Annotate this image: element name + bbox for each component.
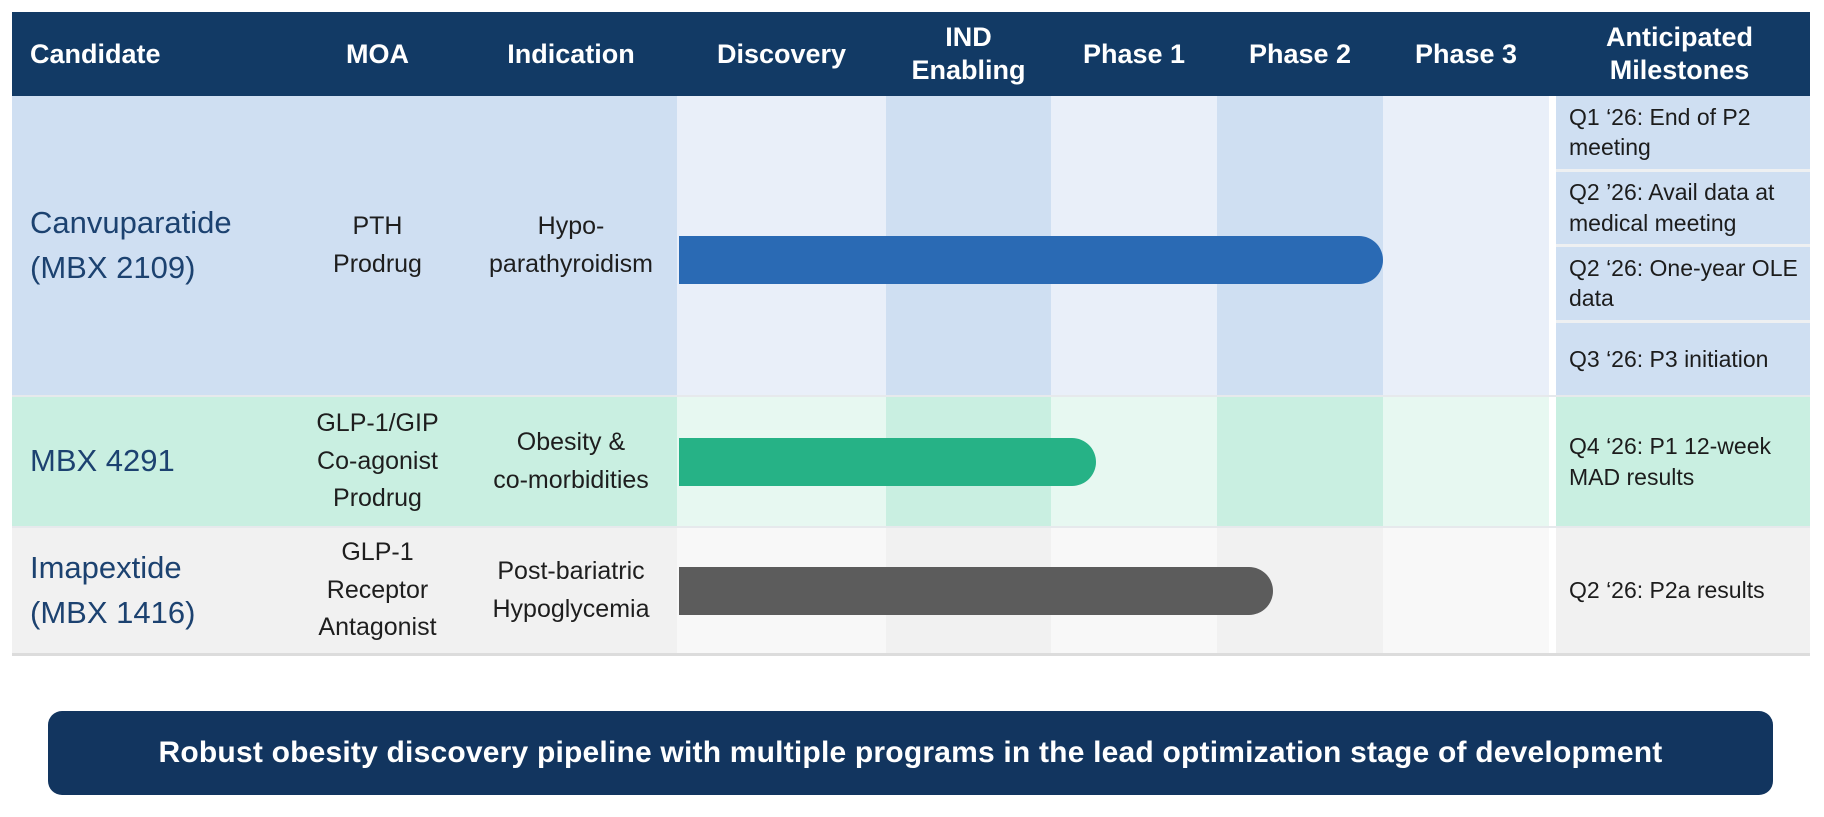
- table-row-canvuparatide: Canvuparatide (MBX 2109) PTH Prodrug Hyp…: [12, 96, 1810, 395]
- text-line: Post-bariatric: [497, 557, 645, 585]
- text-line: GLP-1/GIP: [316, 409, 439, 438]
- column-header-discovery: Discovery: [716, 38, 847, 69]
- text-line: co-morbidities: [493, 465, 649, 494]
- text-line: Co-agonist: [317, 446, 438, 475]
- text-line: Obesity &: [516, 428, 626, 456]
- milestone-item: Q3 ‘26: P3 initiation: [1556, 322, 1810, 395]
- column-header-phase2: Phase 2: [1248, 38, 1352, 69]
- text-line: Receptor: [326, 575, 429, 604]
- text-line: MBX 4291: [30, 443, 175, 479]
- milestone-item: Q2 ‘26: P2a results: [1556, 528, 1810, 653]
- text-line: Canvuparatide: [30, 204, 232, 240]
- text-line: (MBX 2109): [30, 249, 196, 285]
- text-line: Prodrug: [333, 249, 422, 278]
- indication-cell: Obesity & co-morbidities: [465, 397, 677, 526]
- column-header-anticipated-milestones: Anticipated Milestones: [1605, 22, 1753, 85]
- text-line: GLP-1: [341, 538, 414, 567]
- milestone-item: Q1 ‘26: End of P2 meeting: [1556, 96, 1810, 169]
- text-line: Hypoglycemia: [492, 594, 650, 623]
- progress-bar-imapextide: [679, 566, 1273, 615]
- indication-cell: Post-bariatric Hypoglycemia: [465, 528, 677, 653]
- text-line: Imapextide: [30, 549, 182, 585]
- table-row-mbx-4291: MBX 4291 GLP-1/GIP Co-agonist Prodrug Ob…: [12, 395, 1810, 526]
- stage-cell-phase3: [1383, 96, 1549, 395]
- moa-cell: GLP-1/GIP Co-agonist Prodrug: [290, 397, 465, 526]
- text-line: parathyroidism: [489, 249, 653, 278]
- text-line: Hypo-: [537, 212, 605, 240]
- text-line: Prodrug: [333, 484, 422, 513]
- table-header-row: Candidate MOA Indication Discovery IND E…: [12, 12, 1810, 96]
- candidate-name: Canvuparatide (MBX 2109): [12, 96, 290, 395]
- milestone-item: Q2 ‘26: One-year OLE data: [1556, 247, 1810, 320]
- column-header-phase3: Phase 3: [1414, 38, 1518, 69]
- candidate-name: MBX 4291: [12, 397, 290, 526]
- table-row-imapextide: Imapextide (MBX 1416) GLP-1 Receptor Ant…: [12, 526, 1810, 656]
- candidate-name: Imapextide (MBX 1416): [12, 528, 290, 653]
- milestones-cell: Q2 ‘26: P2a results: [1549, 528, 1810, 653]
- summary-banner: Robust obesity discovery pipeline with m…: [48, 711, 1773, 795]
- stage-cell-phase3: [1383, 397, 1549, 526]
- column-header-candidate: Candidate: [30, 38, 161, 69]
- milestone-item: Q2 ’26: Avail data at medical meeting: [1556, 171, 1810, 244]
- indication-cell: Hypo- parathyroidism: [465, 96, 677, 395]
- progress-bar-mbx-4291: [679, 437, 1096, 486]
- stage-cell-phase3: [1383, 528, 1549, 653]
- summary-banner-text: Robust obesity discovery pipeline with m…: [158, 736, 1663, 769]
- text-line: PTH: [352, 212, 403, 240]
- text-line: Antagonist: [318, 613, 437, 642]
- milestones-cell: Q1 ‘26: End of P2 meeting Q2 ’26: Avail …: [1549, 96, 1810, 395]
- text-line: (MBX 1416): [30, 594, 196, 630]
- milestones-cell: Q4 ‘26: P1 12-week MAD results: [1549, 397, 1810, 526]
- pipeline-table: Candidate MOA Indication Discovery IND E…: [12, 12, 1810, 656]
- moa-cell: GLP-1 Receptor Antagonist: [290, 528, 465, 653]
- column-header-ind-enabling: IND Enabling: [911, 22, 1026, 85]
- column-header-indication: Indication: [507, 38, 635, 69]
- milestone-item: Q4 ‘26: P1 12-week MAD results: [1556, 397, 1810, 526]
- column-header-phase1: Phase 1: [1082, 38, 1186, 69]
- progress-bar-canvuparatide: [679, 236, 1383, 284]
- moa-cell: PTH Prodrug: [290, 96, 465, 395]
- stage-cell-phase2: [1217, 397, 1383, 526]
- column-header-moa: MOA: [346, 38, 409, 69]
